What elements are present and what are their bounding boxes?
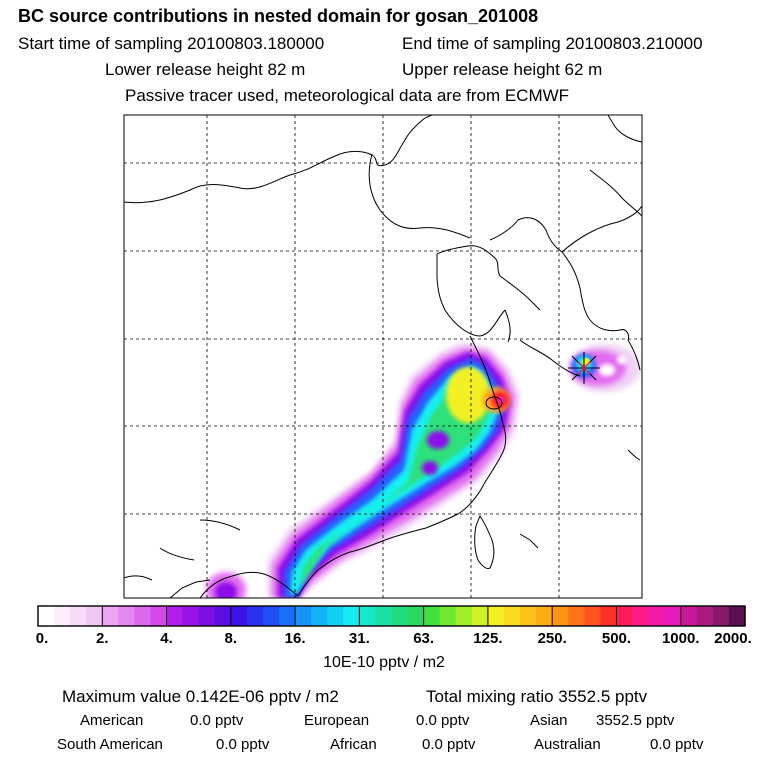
colorbar-swatch — [664, 606, 682, 626]
african-label: African — [330, 736, 377, 753]
plume-blob-sw — [215, 582, 237, 598]
korea-plume-white — [617, 356, 627, 364]
colorbar-tick-label: 1000. — [661, 630, 700, 647]
colorbar-swatch — [648, 606, 666, 626]
colorbar-swatch — [423, 606, 441, 626]
coastlines — [124, 115, 642, 598]
colorbar-swatch — [359, 606, 377, 626]
colorbar-swatch — [584, 606, 601, 626]
colorbar-swatch — [182, 606, 200, 626]
australian-label: Australian — [534, 736, 601, 753]
info-line: Passive tracer used, meteorological data… — [125, 86, 570, 105]
colorbar-tick-label: 16. — [284, 630, 306, 647]
colorbar-swatch — [118, 606, 136, 626]
colorbar-swatch — [439, 606, 457, 626]
colorbar-tick-label: 4. — [160, 630, 173, 647]
colorbar-tick-label: 125. — [473, 630, 503, 647]
colorbar-tick-label: 250. — [537, 630, 567, 647]
colorbar-swatch — [102, 606, 119, 626]
colorbar-swatch — [600, 606, 618, 626]
total-mixing-ratio-label: Total mixing ratio 3552.5 pptv — [426, 687, 648, 706]
south-american-label: South American — [57, 736, 163, 753]
colorbar-swatch — [214, 606, 232, 626]
colorbar-tick-label: 2. — [96, 630, 109, 647]
receptor-star-core — [577, 361, 591, 375]
colorbar — [37, 605, 746, 627]
end-time-label: End time of sampling 20100803.210000 — [402, 34, 703, 53]
colorbar-swatch — [680, 606, 698, 626]
colorbar-swatch — [70, 606, 87, 626]
colorbar-swatch — [712, 606, 730, 626]
colorbar-swatch — [279, 606, 296, 626]
colorbar-swatch — [487, 606, 505, 626]
colorbar-tick-label: 0. — [35, 630, 49, 647]
plume-blob — [427, 431, 449, 449]
colorbar-swatch — [198, 606, 216, 626]
plume-field — [124, 115, 642, 598]
colorbar-tick-label: 63. — [413, 630, 435, 647]
colorbar-swatch — [728, 606, 746, 626]
colorbar-swatch — [407, 606, 425, 626]
colorbar-swatch — [696, 606, 714, 626]
asian-label: Asian — [530, 712, 568, 729]
plume-blob — [422, 461, 438, 475]
colorbar-swatch — [375, 606, 393, 626]
colorbar-tick-label: 500. — [601, 630, 632, 647]
colorbar-unit-label: 10E-10 pptv / m2 — [323, 654, 445, 671]
colorbar-swatch — [471, 606, 489, 626]
plume-layer-green — [300, 378, 490, 586]
korea-plume-white — [599, 364, 615, 376]
colorbar-swatch — [536, 606, 553, 626]
colorbar-swatch — [568, 606, 585, 626]
american-value: 0.0 pptv — [190, 712, 244, 729]
colorbar-frame — [37, 605, 746, 627]
colorbar-swatch — [262, 606, 280, 626]
upper-release-label: Upper release height 62 m — [402, 60, 603, 79]
colorbar-tick-label: 31. — [348, 630, 370, 647]
start-time-label: Start time of sampling 20100803.180000 — [18, 34, 325, 53]
colorbar-swatch — [632, 606, 650, 626]
colorbar-swatch — [86, 606, 103, 626]
colorbar-swatch — [343, 606, 360, 626]
map-grid — [124, 115, 642, 598]
plume-core-yellow — [446, 367, 490, 423]
colorbar-swatch — [311, 606, 328, 626]
chart-title: BC source contributions in nested domain… — [18, 6, 539, 26]
european-value: 0.0 pptv — [416, 712, 470, 729]
american-label: American — [80, 712, 144, 729]
asian-value: 3552.5 pptv — [596, 712, 675, 729]
colorbar-swatch — [166, 606, 184, 626]
colorbar-swatch — [38, 606, 55, 626]
colorbar-swatch — [150, 606, 168, 626]
korea-plume-yellow — [582, 358, 590, 366]
colorbar-swatch — [327, 606, 344, 626]
colorbar-swatch — [295, 606, 312, 626]
colorbar-swatch — [54, 606, 71, 626]
colorbar-swatch — [503, 606, 521, 626]
colorbar-swatch — [520, 606, 537, 626]
colorbar-swatch — [552, 606, 569, 626]
estuary-outline — [485, 396, 503, 410]
colorbar-tick-label: 8. — [224, 630, 238, 647]
colorbar-swatch — [616, 606, 634, 626]
colorbar-swatch — [391, 606, 409, 626]
lower-release-label: Lower release height 82 m — [105, 60, 306, 79]
maximum-value-label: Maximum value 0.142E-06 pptv / m2 — [62, 687, 339, 706]
colorbar-tick-label: 2000. — [714, 630, 752, 647]
african-value: 0.0 pptv — [422, 736, 476, 753]
colorbar-swatch — [230, 606, 248, 626]
colorbar-swatch — [455, 606, 473, 626]
map-frame — [123, 114, 643, 599]
colorbar-swatch — [134, 606, 152, 626]
colorbar-swatch — [246, 606, 264, 626]
south-american-value: 0.0 pptv — [216, 736, 270, 753]
european-label: European — [304, 712, 370, 729]
australian-value: 0.0 pptv — [650, 736, 704, 753]
